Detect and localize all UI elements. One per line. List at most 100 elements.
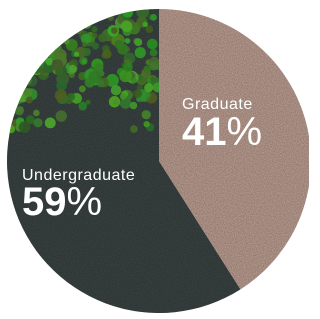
leaf (130, 102, 138, 110)
leaf (4, 73, 15, 84)
leaf (6, 40, 16, 50)
leaf (13, 49, 20, 56)
leaf (111, 27, 118, 34)
leaf (8, 28, 17, 37)
leaf (30, 10, 40, 20)
leaf (26, 63, 35, 72)
leaf (21, 43, 28, 50)
leaf (26, 38, 36, 48)
leaf (46, 50, 53, 57)
leaf (117, 43, 128, 54)
leaf (108, 15, 114, 21)
leaf (85, 14, 93, 22)
leaf (144, 83, 153, 92)
leaf (43, 42, 48, 47)
leaf (80, 16, 92, 28)
leaf (9, 51, 22, 64)
leaf (16, 77, 24, 85)
leaf (27, 23, 35, 31)
leaf (38, 21, 46, 29)
leaf (31, 63, 42, 74)
leaf (19, 9, 27, 17)
leaf (91, 26, 97, 32)
leaf (5, 4, 15, 14)
leaf (134, 38, 142, 46)
leaf (33, 118, 42, 127)
leaf (64, 39, 70, 45)
leaf (130, 125, 138, 133)
leaf (5, 28, 12, 35)
leaf (28, 62, 37, 71)
leaf (82, 59, 87, 64)
leaf (17, 52, 25, 60)
leaf (37, 22, 48, 33)
leaf (59, 22, 67, 30)
leaf (26, 96, 33, 103)
leaf (31, 41, 44, 54)
leaf (23, 15, 34, 26)
slice-value-label: 59% (22, 180, 102, 224)
leaf (37, 49, 48, 60)
leaf (19, 121, 31, 133)
leaf (16, 25, 28, 37)
leaf (72, 13, 81, 22)
leaf (25, 27, 35, 37)
leaf (17, 57, 26, 66)
leaf (121, 20, 132, 31)
leaf (5, 42, 12, 49)
leaf (147, 39, 158, 50)
leaf (40, 40, 46, 46)
leaf (67, 8, 79, 20)
leaf (56, 80, 67, 91)
leaf (125, 38, 131, 44)
leaf (102, 49, 111, 58)
leaf (17, 45, 25, 53)
leaf (29, 6, 38, 15)
leaf (48, 16, 55, 23)
leaf (47, 8, 54, 15)
leaf (2, 12, 15, 25)
leaf (74, 52, 79, 57)
leaf (98, 33, 107, 42)
leaf (14, 2, 24, 12)
leaf (113, 99, 119, 105)
leaf (75, 13, 85, 23)
leaf (33, 110, 40, 117)
leaf (150, 49, 158, 57)
leaf (14, 51, 23, 60)
leaf (55, 89, 67, 101)
leaf (80, 18, 89, 27)
leaf (22, 42, 31, 51)
leaf (94, 8, 99, 13)
leaf (79, 85, 86, 92)
leaf (8, 76, 17, 85)
leaf (10, 66, 15, 71)
leaf (7, 105, 17, 115)
leaf (52, 59, 63, 70)
leaf (24, 62, 36, 74)
leaf (19, 59, 29, 69)
leaf (9, 63, 15, 69)
leaf (123, 62, 133, 72)
leaf (135, 47, 146, 58)
leaf (67, 93, 75, 101)
leaf (111, 85, 121, 95)
leaf (19, 53, 26, 60)
leaf (116, 7, 123, 14)
leaf (78, 102, 87, 111)
leaf (55, 110, 66, 121)
leaf (20, 4, 25, 9)
leaf (42, 33, 50, 41)
leaf (48, 33, 61, 46)
leaf (22, 76, 32, 86)
page: Undergraduate59%Graduate41% (() => { con… (0, 0, 320, 319)
leaf (92, 42, 99, 49)
leaf (120, 93, 126, 99)
leaf (83, 48, 91, 56)
leaf (150, 14, 157, 21)
leaf (7, 77, 18, 88)
leaf (15, 38, 28, 51)
leaf (136, 5, 149, 18)
leaf (65, 11, 76, 22)
leaf (15, 106, 24, 115)
